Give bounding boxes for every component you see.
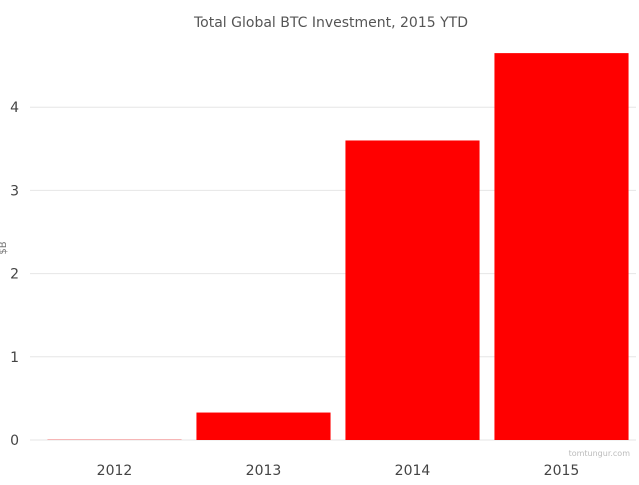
y-tick-label: 0 (10, 433, 19, 449)
y-tick-label: 4 (10, 100, 19, 116)
bar-2015 (494, 53, 629, 441)
bar-2013 (196, 412, 331, 440)
bar-2012 (47, 439, 182, 440)
x-tick-label: 2012 (97, 463, 133, 479)
bar-2014 (345, 140, 480, 441)
x-axis-ticks: 2012 2013 2014 2015 (97, 463, 580, 479)
chart-title: Total Global BTC Investment, 2015 YTD (193, 15, 468, 31)
x-tick-label: 2013 (246, 463, 282, 479)
x-tick-label: 2015 (544, 463, 580, 479)
y-axis-ticks: 0 1 2 3 4 (10, 100, 19, 449)
bars (47, 53, 629, 441)
y-tick-label: 3 (10, 183, 19, 199)
y-axis-label: $B (0, 241, 9, 254)
y-tick-label: 2 (10, 267, 19, 283)
y-tick-label: 1 (10, 350, 19, 366)
x-tick-label: 2014 (395, 463, 431, 479)
watermark-text: tomtungur.com (569, 449, 631, 458)
